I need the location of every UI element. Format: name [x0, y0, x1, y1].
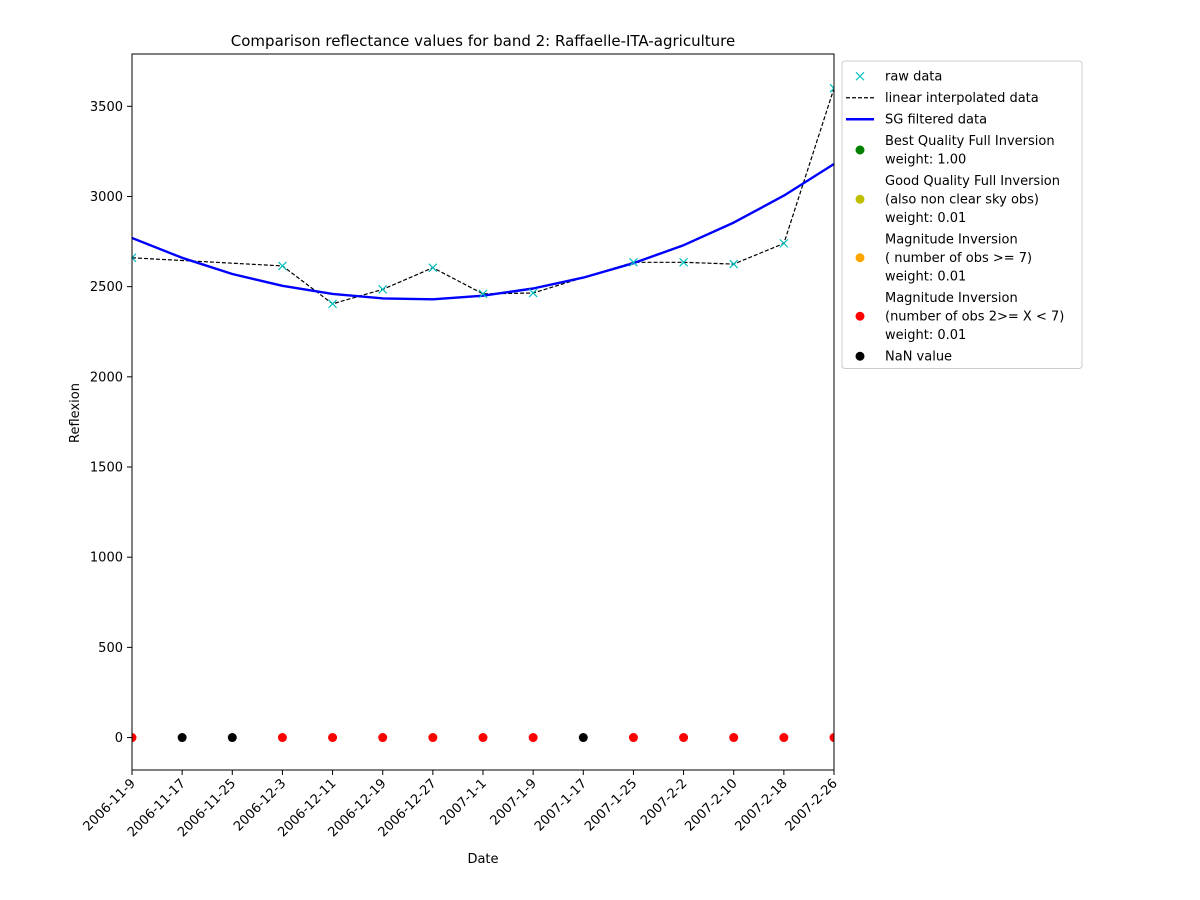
raw-data-point: [132, 253, 137, 263]
raw-data-point: [679, 257, 688, 267]
legend-label: SG filtered data: [885, 113, 987, 128]
plot-area: 05001000150020002500300035002006-11-9200…: [81, 53, 841, 840]
y-tick-label: 3500: [90, 100, 123, 115]
raw-data-x-stroke: [132, 256, 137, 263]
raw-data-x-stroke: [779, 238, 789, 248]
legend-x-marker: [855, 71, 865, 81]
legend-item: Magnitude Inversion ( number of obs >= 7)…: [855, 233, 1032, 285]
raw-data-x-stroke: [478, 289, 488, 299]
legend: raw data linear interpolated data SG filte…: [841, 60, 1083, 369]
legend-label: (also non clear sky obs): [885, 193, 1039, 208]
quality-point: [679, 733, 689, 743]
x-tick-label: 2007-1-1: [437, 776, 489, 828]
legend-label: ( number of obs >= 7): [885, 251, 1032, 266]
legend-dot-marker: [855, 351, 865, 361]
quality-point: [478, 733, 488, 743]
legend-item: NaN value: [855, 350, 952, 365]
quality-point: [729, 733, 739, 743]
raw-data-x-stroke: [378, 284, 388, 294]
raw-data-point: [328, 299, 337, 309]
x-tick-label: 2007-2-26: [783, 776, 841, 834]
legend-item: Best Quality Full Inversion weight: 1.00: [855, 134, 1055, 168]
legend-item: Magnitude Inversion (number of obs 2>= X …: [855, 291, 1064, 343]
raw-data-x-stroke: [629, 257, 638, 267]
quality-point: [227, 733, 237, 743]
raw-data-point: [629, 257, 638, 267]
quality-point: [829, 733, 834, 743]
x-tick-label: 2007-2-10: [682, 776, 740, 834]
y-tick-label: 500: [98, 641, 123, 656]
quality-point: [378, 733, 388, 743]
raw-data-x-stroke: [829, 83, 834, 90]
y-axis-label: Reflexion: [68, 383, 83, 443]
plot-frame: [131, 53, 835, 771]
y-tick-label: 1000: [90, 551, 123, 566]
quality-point: [132, 733, 137, 743]
raw-data-x-stroke: [829, 87, 834, 93]
linear-interpolated-line: [132, 88, 834, 305]
raw-data-x-stroke: [328, 299, 337, 309]
legend-label: linear interpolated data: [885, 91, 1039, 106]
x-tick-label: 2007-1-25: [582, 776, 640, 834]
quality-point: [578, 733, 588, 743]
x-tick-label: 2007-1-17: [532, 776, 590, 834]
quality-point: [177, 733, 187, 743]
legend-item: linear interpolated data: [846, 91, 1039, 106]
sg-filtered-line: [132, 162, 834, 301]
legend-dot-marker: [855, 311, 865, 321]
series-layer: [132, 83, 834, 743]
raw-data-x-stroke: [679, 257, 688, 267]
legend-label: weight: 0.01: [885, 328, 966, 343]
legend-label: Magnitude Inversion: [885, 233, 1018, 248]
raw-data-x-stroke: [132, 253, 137, 259]
legend-dot-marker: [855, 253, 865, 263]
legend-label: raw data: [885, 70, 942, 85]
raw-data-point: [779, 238, 789, 248]
y-tick-label: 1500: [90, 461, 123, 476]
quality-point: [528, 733, 538, 743]
quality-point: [328, 733, 338, 743]
raw-data-point: [729, 259, 739, 269]
raw-data-point: [428, 263, 438, 273]
raw-data-point: [278, 261, 287, 271]
x-tick-label: 2007-2-18: [733, 776, 791, 834]
x-tick-label: 2007-2-2: [638, 776, 690, 828]
y-tick-label: 2500: [90, 280, 123, 295]
legend-dot-marker: [855, 145, 865, 155]
legend-label: (number of obs 2>= X < 7): [885, 310, 1064, 325]
legend-label: Best Quality Full Inversion: [885, 134, 1055, 149]
legend-label: weight: 0.01: [885, 270, 966, 285]
raw-data-point: [378, 284, 388, 294]
quality-point: [628, 733, 638, 743]
raw-data-x-stroke: [278, 261, 287, 271]
legend-label: Magnitude Inversion: [885, 291, 1018, 306]
x-axis-label: Date: [467, 852, 498, 867]
raw-data-point: [528, 288, 538, 298]
quality-point: [277, 733, 287, 743]
legend-item: SG filtered data: [846, 113, 987, 128]
quality-point: [428, 733, 438, 743]
legend-label: Good Quality Full Inversion: [885, 174, 1060, 189]
raw-data-x-stroke: [528, 288, 538, 298]
legend-item: raw data: [855, 70, 942, 85]
raw-data-point: [478, 289, 488, 299]
quality-point: [779, 733, 789, 743]
legend-box: [841, 60, 1083, 369]
y-tick-label: 3000: [90, 190, 123, 205]
legend-label: NaN value: [885, 350, 952, 365]
x-tick-label: 2007-1-9: [488, 776, 540, 828]
raw-data-x-stroke: [428, 263, 438, 273]
legend-dot-marker: [855, 194, 865, 204]
legend-item: Good Quality Full Inversion (also non cle…: [855, 174, 1060, 226]
legend-label: weight: 1.00: [885, 153, 966, 168]
y-tick-label: 0: [115, 731, 123, 746]
legend-label: weight: 0.01: [885, 211, 966, 226]
chart-title: Comparison reflectance values for band 2…: [231, 32, 735, 50]
raw-data-x-stroke: [729, 259, 739, 269]
y-tick-label: 2000: [90, 370, 123, 385]
raw-data-point: [829, 83, 834, 93]
